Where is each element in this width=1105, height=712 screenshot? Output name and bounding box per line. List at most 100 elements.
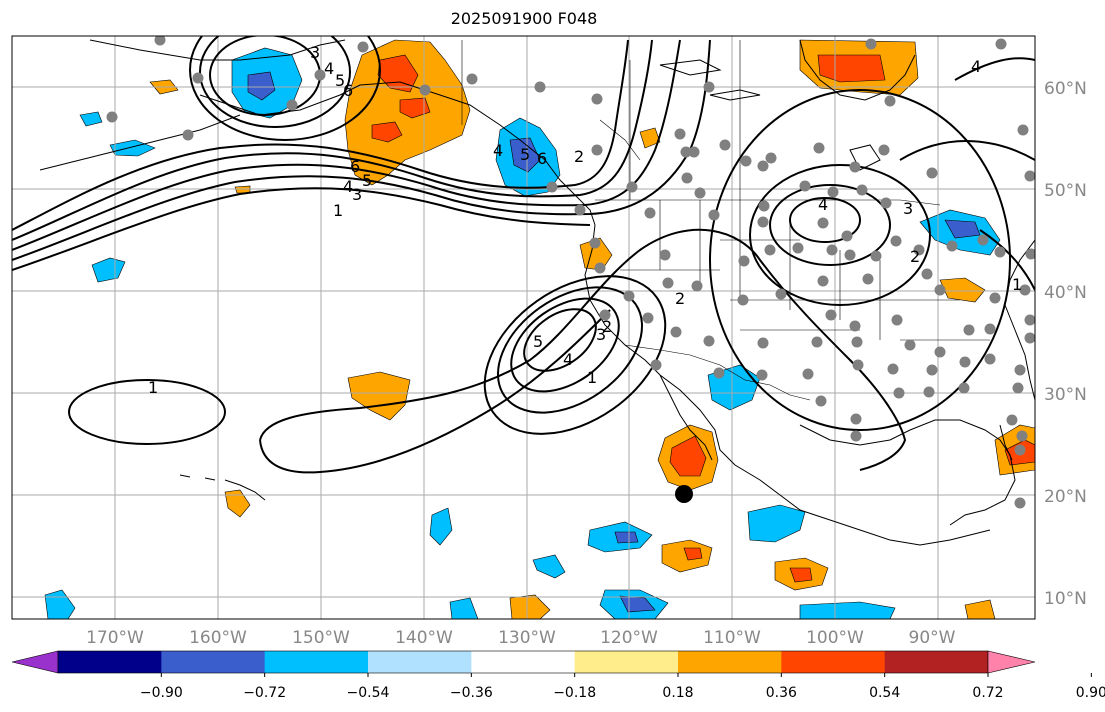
colorbar-extend-low <box>11 650 59 674</box>
colorbar-segment <box>264 651 369 673</box>
contour-label: 2 <box>910 247 920 266</box>
anomaly-negative-south4 <box>799 601 896 619</box>
anomaly-negative-west4 <box>449 597 479 619</box>
contour-cal-4 <box>483 275 667 435</box>
contour-bering-3 <box>189 36 381 141</box>
anomaly-negative-greatlakes-core <box>944 219 981 239</box>
contour-jet-3 <box>12 39 681 251</box>
contour-jet-5 <box>12 187 591 271</box>
anomaly-positive-baja-core <box>669 435 707 477</box>
coast-akpeninsula <box>39 114 241 171</box>
lat-label: 10°N <box>1044 589 1087 609</box>
colorbar-tick-label: 0.54 <box>869 685 900 701</box>
contour-label: 5 <box>362 171 372 190</box>
shaded-anomalies <box>44 39 1035 619</box>
contour-label: 3 <box>903 199 913 218</box>
colorbar-segment <box>884 651 989 673</box>
lon-label: 130°W <box>498 628 556 648</box>
contour-midwest-2 <box>769 184 891 266</box>
contour-label: 5 <box>520 145 530 164</box>
colorbar-tick-label: −0.90 <box>140 685 183 701</box>
contour-label: 6 <box>343 81 353 100</box>
colorbar-segment <box>574 651 679 673</box>
contour-midwest-3 <box>749 164 931 306</box>
contour-label: 4 <box>818 195 828 214</box>
anomaly-positive-s1-core <box>683 547 703 561</box>
contour-label: 3 <box>352 185 362 204</box>
coast-hudson <box>799 39 916 101</box>
graticule <box>12 36 1035 619</box>
contour-label: 4 <box>343 177 353 196</box>
contour-ne-1 <box>899 140 1035 161</box>
contour-label: 2 <box>574 147 584 166</box>
target-marker <box>675 485 693 503</box>
colorbar-segment <box>471 651 576 673</box>
colorbar-tick-label: −0.36 <box>450 685 493 701</box>
lon-label: 140°W <box>395 628 453 648</box>
contour-label: 4 <box>324 59 334 78</box>
map-frame <box>11 35 1036 620</box>
contour-jet-2 <box>12 39 653 241</box>
colorbar-tick-label: 0.18 <box>662 685 693 701</box>
latitude-labels: 60°N 50°N 40°N 30°N 20°N 10°N <box>1044 79 1087 609</box>
colorbar-segment <box>368 651 472 673</box>
colorbar-extend-high <box>987 650 1036 674</box>
anomaly-negative-west2 <box>532 554 566 579</box>
colorbar-segment <box>161 651 266 673</box>
contour-labels: 3 4 5 6 6 5 4 3 1 4 5 6 2 4 3 2 2 1 5 4 … <box>148 43 1022 397</box>
anomaly-positive-canada-core <box>817 54 886 83</box>
contour-label: 4 <box>563 350 573 369</box>
anomaly-negative-south1-core <box>614 531 639 544</box>
stations <box>106 36 1035 509</box>
coast-baja <box>659 374 713 461</box>
lon-label: 110°W <box>703 628 761 648</box>
lon-label: 150°W <box>292 628 350 648</box>
contour-ne-3 <box>979 229 1035 291</box>
contour-label: 5 <box>335 71 345 90</box>
coast-hawaii <box>179 474 266 501</box>
contour-label: 4 <box>493 141 503 160</box>
lon-label: 160°W <box>189 628 247 648</box>
coast-alaska <box>89 39 596 226</box>
contour-label: 2 <box>675 289 685 308</box>
colorbar-segment <box>678 651 782 673</box>
anomaly-positive-s8 <box>639 127 661 149</box>
contour-label: 3 <box>596 325 606 344</box>
longitude-labels: 170°W 160°W 150°W 140°W 130°W 120°W 110°… <box>86 628 956 648</box>
contour-cal-3 <box>496 286 644 414</box>
contour-label: 6 <box>350 157 360 176</box>
contour-label: 3 <box>310 43 320 62</box>
lat-label: 60°N <box>1044 79 1087 99</box>
border-us-mexico <box>624 344 811 401</box>
anomaly-negative-bering-core <box>247 71 276 101</box>
contour-label: 6 <box>537 149 547 168</box>
colorbar-tick-label: −0.18 <box>553 685 596 701</box>
colorbar-tick-label: −0.72 <box>243 685 286 701</box>
anomaly-negative-west1 <box>429 507 453 546</box>
anomaly-positive-s10 <box>964 599 996 619</box>
contour-subtrop-1 <box>259 228 907 471</box>
lat-label: 30°N <box>1044 385 1087 405</box>
contour-label: 1 <box>1012 275 1022 294</box>
colorbar-tick-label: 0.72 <box>972 685 1003 701</box>
coast-florida <box>999 424 1013 461</box>
lat-label: 50°N <box>1044 181 1087 201</box>
map-title: 2025091900 F048 <box>450 9 598 28</box>
contour-label: 5 <box>533 332 543 351</box>
lon-label: 100°W <box>806 628 864 648</box>
anomaly-positive-s4 <box>224 489 251 518</box>
colorbar-tick-label: −0.54 <box>347 685 390 701</box>
coast-gulf <box>799 419 1016 526</box>
contour-jet-1 <box>12 39 629 231</box>
anomaly-positive-alaska-core2 <box>371 121 403 143</box>
lon-label: 120°W <box>600 628 658 648</box>
anomaly-positive-pacific <box>347 371 411 421</box>
contour-cal-2 <box>510 297 620 393</box>
colorbar-tick-label: 0.36 <box>766 685 797 701</box>
colorbar-tick-label: 0.90 <box>1076 685 1105 701</box>
contour-label: 1 <box>148 378 158 397</box>
lon-label: 170°W <box>86 628 144 648</box>
anomaly-positive-s6 <box>939 277 986 303</box>
contour-midwest-1 <box>789 197 861 243</box>
